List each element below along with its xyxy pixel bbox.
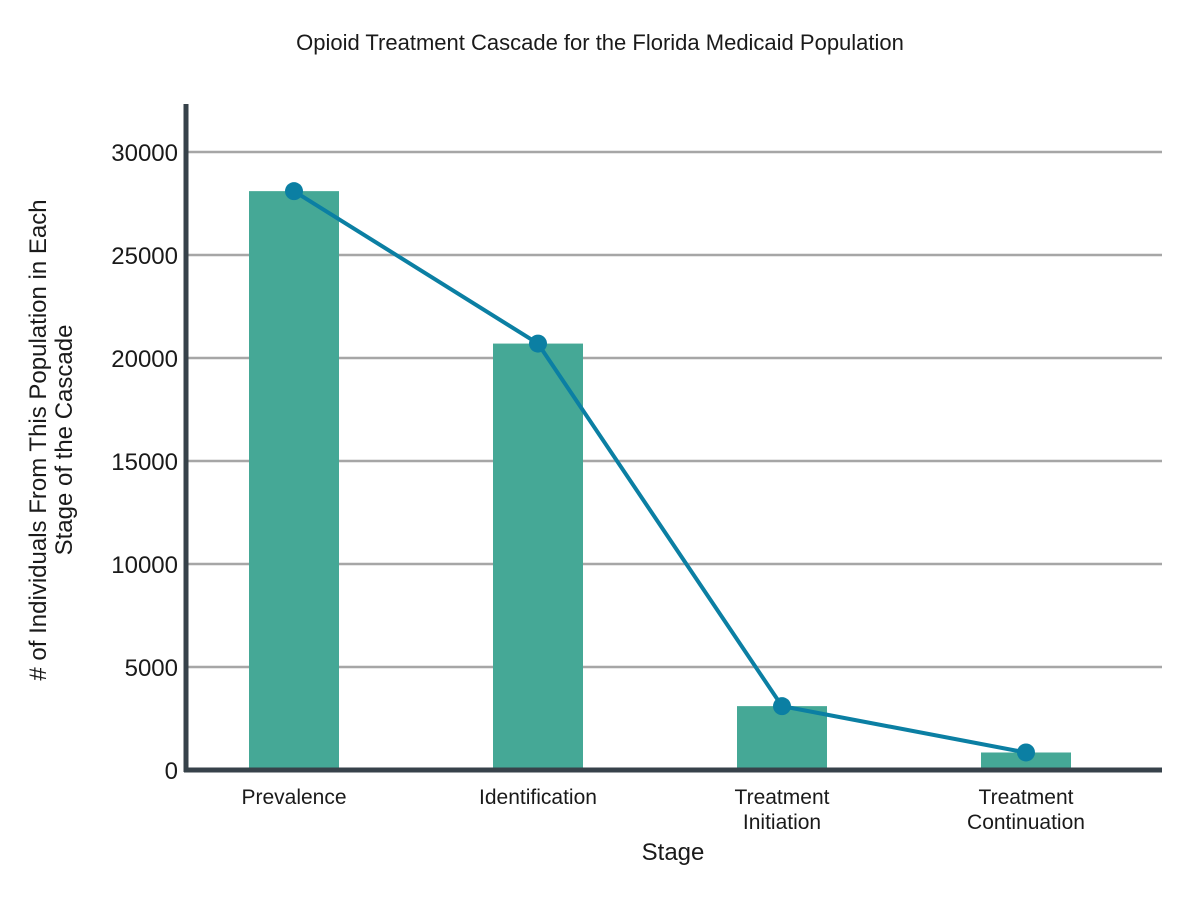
y-tick-label: 5000 xyxy=(125,655,178,682)
axes xyxy=(183,104,1162,773)
y-tick-label: 15000 xyxy=(111,449,178,476)
y-tick-label: 30000 xyxy=(111,140,178,167)
gridlines xyxy=(186,150,1162,669)
y-tick-label: 0 xyxy=(165,758,178,785)
bar xyxy=(737,706,827,770)
trend-points xyxy=(285,182,1035,762)
x-tick-label: Treatment Initiation xyxy=(735,786,830,834)
y-axis-label-line-1: # of Individuals From This Population in… xyxy=(25,199,52,680)
x-tick-label: Treatment Continuation xyxy=(967,786,1085,834)
data-point xyxy=(529,334,547,353)
bar xyxy=(249,191,339,770)
series-line xyxy=(292,189,1027,755)
y-axis-label: # of Individuals From This Population in… xyxy=(25,199,78,680)
bar xyxy=(493,343,583,770)
y-tick-label: 20000 xyxy=(111,346,178,373)
x-tick-label: Identification xyxy=(479,786,597,809)
x-axis-label: Stage xyxy=(642,839,705,866)
data-point xyxy=(773,697,791,716)
y-tick-labels: 0 5000 10000 15000 20000 25000 30000 xyxy=(111,140,178,785)
y-tick-label: 25000 xyxy=(111,243,178,270)
x-tick-label: Prevalence xyxy=(241,786,346,809)
chart-title: Opioid Treatment Cascade for the Florida… xyxy=(296,30,904,55)
bars xyxy=(249,191,1071,770)
data-point xyxy=(285,182,303,201)
data-point xyxy=(1017,743,1035,762)
y-axis-label-line-2: Stage of the Cascade xyxy=(51,325,78,556)
y-tick-label: 10000 xyxy=(111,552,178,579)
x-category-labels: Prevalence Identification Treatment Initiat… xyxy=(241,786,1084,834)
trend-line xyxy=(292,189,1027,755)
